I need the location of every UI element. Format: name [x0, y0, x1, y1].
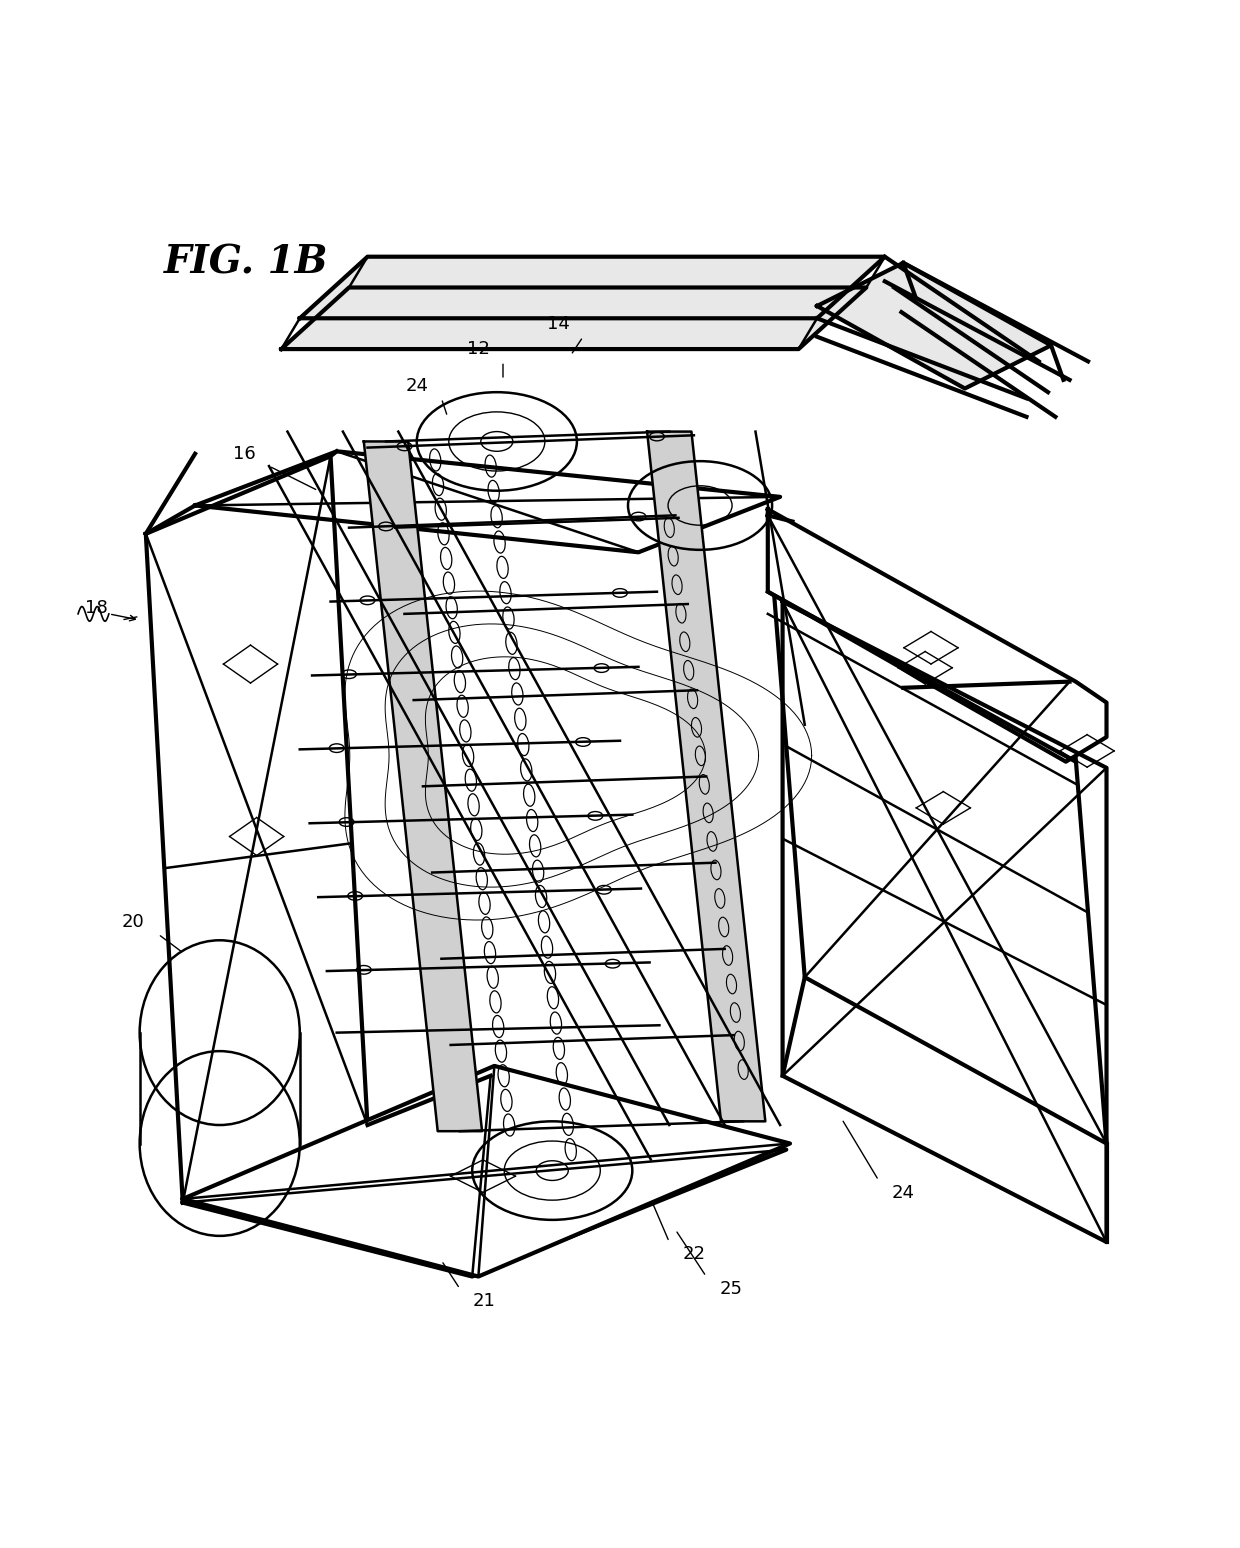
Text: 24: 24 — [892, 1184, 915, 1201]
Text: 24: 24 — [405, 378, 428, 395]
Polygon shape — [647, 432, 765, 1121]
Text: 22: 22 — [682, 1245, 706, 1263]
Polygon shape — [182, 1067, 790, 1277]
Polygon shape — [281, 288, 867, 350]
Polygon shape — [300, 257, 885, 319]
Text: 25: 25 — [719, 1280, 743, 1297]
Polygon shape — [363, 441, 482, 1132]
Polygon shape — [195, 452, 780, 553]
Text: 12: 12 — [467, 341, 490, 358]
Text: FIG. 1B: FIG. 1B — [164, 245, 329, 282]
Polygon shape — [768, 515, 1106, 1144]
Text: 16: 16 — [233, 444, 255, 463]
Polygon shape — [768, 509, 1106, 762]
Text: 21: 21 — [474, 1293, 496, 1310]
Polygon shape — [782, 602, 1106, 1241]
Text: 14: 14 — [547, 316, 570, 333]
Text: 18: 18 — [86, 599, 108, 616]
Polygon shape — [817, 263, 1052, 389]
Text: 20: 20 — [122, 913, 145, 930]
Polygon shape — [146, 457, 367, 1203]
Polygon shape — [182, 1076, 786, 1277]
